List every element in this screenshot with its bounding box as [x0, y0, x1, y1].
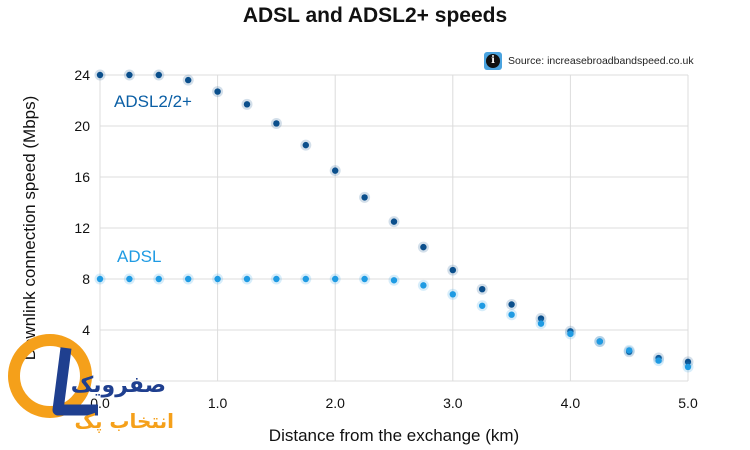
- chart-title: ADSL and ADSL2+ speeds: [242, 4, 508, 27]
- data-point-adsl2: [420, 243, 427, 251]
- data-point-adsl2: [302, 141, 309, 149]
- watermark-line1: صفرویک: [71, 373, 166, 398]
- data-point-adsl2: [243, 101, 251, 108]
- data-point-adsl: [96, 275, 104, 283]
- y-tick-label: 20: [74, 118, 90, 134]
- data-point-adsl2: [96, 71, 104, 79]
- series-label-adsl2: ADSL2/2+: [114, 92, 192, 111]
- data-point-adsl: [273, 275, 280, 283]
- data-point-adsl: [126, 275, 133, 283]
- info-icon: i: [484, 52, 502, 70]
- data-point-adsl: [655, 357, 662, 364]
- data-point-adsl: [537, 320, 545, 327]
- data-point-adsl2: [185, 76, 192, 84]
- data-point-adsl: [684, 363, 692, 371]
- data-point-adsl2: [126, 71, 133, 79]
- data-point-adsl2: [479, 286, 486, 293]
- data-point-adsl: [390, 277, 398, 284]
- y-tick-label: 4: [82, 322, 90, 338]
- y-tick-label: 24: [74, 67, 90, 83]
- x-axis-label: Distance from the exchange (km): [268, 426, 520, 445]
- x-tick-label: 1.0: [208, 395, 228, 411]
- data-point-adsl: [185, 275, 192, 283]
- x-tick-label: 4.0: [561, 395, 581, 411]
- data-point-adsl: [361, 275, 368, 283]
- data-point-adsl2: [273, 120, 280, 127]
- data-point-adsl2: [361, 194, 368, 201]
- data-point-adsl: [214, 275, 221, 283]
- data-point-adsl: [596, 338, 603, 345]
- data-point-adsl: [332, 275, 339, 283]
- x-tick-label: 2.0: [325, 395, 345, 411]
- y-tick-label: 8: [82, 271, 90, 287]
- data-point-adsl2: [537, 315, 545, 322]
- y-axis-label: Downlink connection speed (Mbps): [20, 95, 39, 361]
- data-point-adsl2: [390, 218, 398, 225]
- x-tick-label: 3.0: [443, 395, 463, 411]
- data-point-adsl: [155, 275, 162, 283]
- data-point-adsl2: [155, 71, 162, 79]
- data-points: [94, 69, 694, 373]
- source-text: Source: increasebroadbandspeed.co.uk: [508, 55, 694, 67]
- x-tick-label: 5.0: [678, 395, 698, 411]
- data-point-adsl: [508, 311, 515, 318]
- source-note: i Source: increasebroadbandspeed.co.uk: [484, 52, 694, 70]
- data-point-adsl: [567, 330, 574, 338]
- data-point-adsl2: [684, 358, 692, 366]
- data-point-adsl: [479, 302, 486, 309]
- grid-lines: [99, 74, 689, 382]
- data-point-adsl2: [508, 301, 515, 308]
- watermark-logo: صفرویک انتخاب پک: [8, 334, 174, 434]
- data-point-adsl2: [332, 167, 339, 174]
- watermark-line2: انتخاب پک: [74, 409, 174, 434]
- data-point-adsl: [420, 282, 427, 289]
- data-point-adsl: [243, 275, 251, 283]
- y-tick-label: 16: [74, 169, 90, 185]
- data-point-adsl2: [214, 88, 221, 95]
- data-point-adsl2: [449, 266, 456, 274]
- data-point-adsl: [626, 347, 633, 354]
- data-point-adsl: [449, 291, 456, 298]
- data-point-adsl: [302, 275, 309, 283]
- series-label-adsl: ADSL: [117, 247, 162, 266]
- y-tick-label: 12: [74, 220, 90, 236]
